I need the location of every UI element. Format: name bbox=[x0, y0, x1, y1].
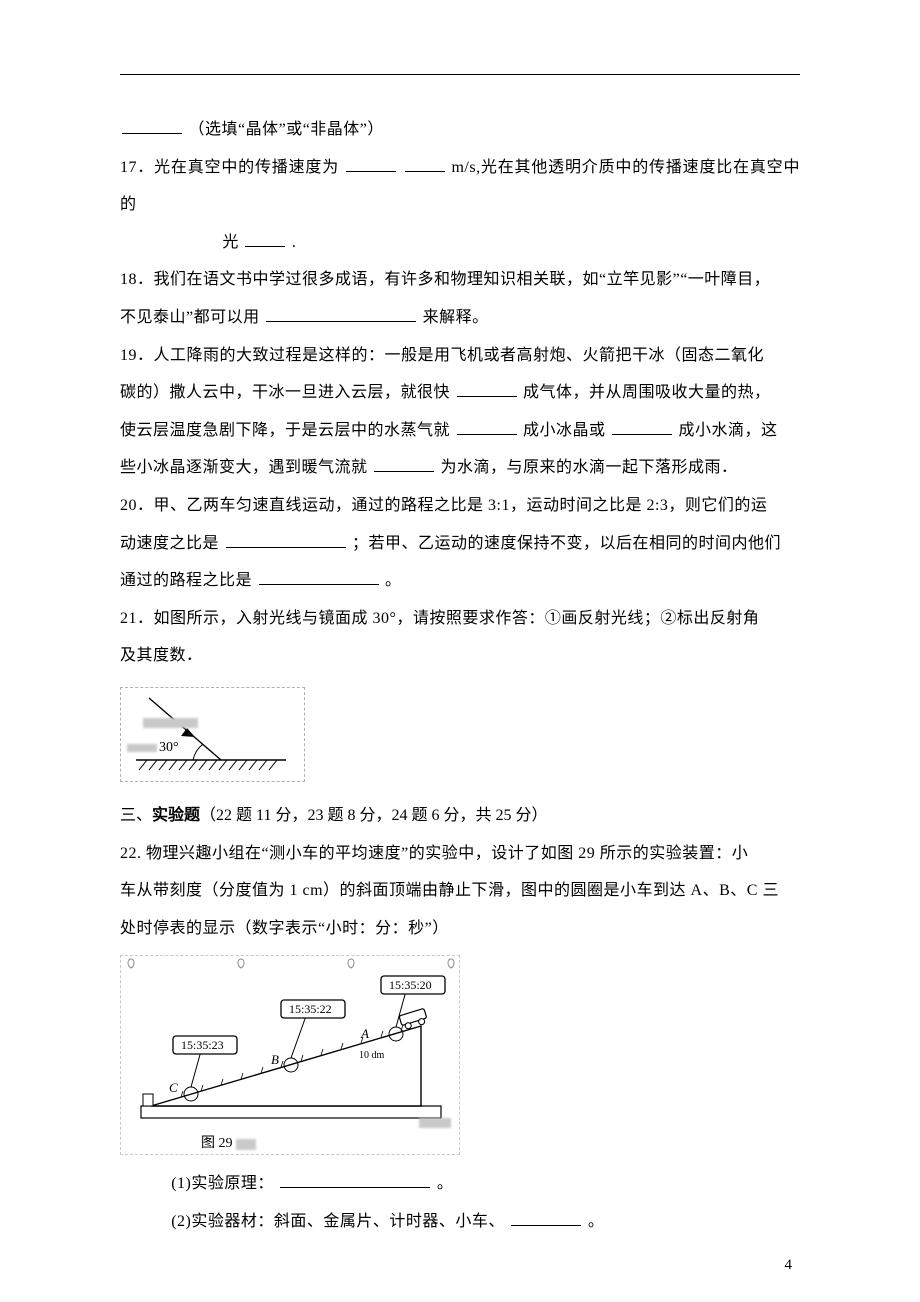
text: 通过的路程之比是 bbox=[120, 572, 252, 589]
blank bbox=[612, 418, 672, 435]
label-c: C bbox=[169, 1080, 178, 1096]
blank bbox=[122, 117, 182, 134]
text: 及其度数． bbox=[120, 647, 203, 664]
q20-line3: 通过的路程之比是 。 bbox=[120, 562, 800, 600]
q19-line4: 些小冰晶逐渐变大，遇到暖气流就 为水滴，与原来的水滴一起下落形成雨． bbox=[120, 449, 800, 487]
pixelation bbox=[236, 1139, 256, 1150]
blank bbox=[259, 568, 379, 585]
blank bbox=[405, 155, 445, 172]
q17-line1: 17．光在真空中的传播速度为 m/s,光在其他透明介质中的传播速度比在真空中的 bbox=[120, 149, 800, 224]
text: (2)实验器材：斜面、金属片、计时器、小车、 bbox=[171, 1213, 505, 1230]
angle-label: 30° bbox=[159, 740, 179, 756]
q22-line2: 车从带刻度（分度值为 1 cm）的斜面顶端由静止下滑，图中的圆圈是小车到达 A、… bbox=[120, 872, 800, 910]
blank bbox=[511, 1209, 581, 1226]
time-c: 15:35:23 bbox=[181, 1038, 224, 1053]
q16-tail: （选填“晶体”或“非晶体”） bbox=[120, 111, 800, 149]
text: 成小冰晶或 bbox=[523, 422, 606, 439]
page-number: 4 bbox=[785, 1257, 793, 1274]
time-b: 15:35:22 bbox=[289, 1002, 332, 1017]
time-a: 15:35:20 bbox=[389, 978, 432, 993]
text: 20．甲、乙两车匀速直线运动，通过的路程之比是 3:1，运动时间之比是 2:3，… bbox=[120, 497, 767, 514]
blank bbox=[457, 380, 517, 397]
q22-sub1: (1)实验原理： 。 bbox=[120, 1165, 800, 1203]
text: 碳的）撒人云中，干冰一旦进入云层，就很快 bbox=[120, 384, 450, 401]
q19-line1: 19．人工降雨的大致过程是这样的：一般是用飞机或者高射炮、火箭把干冰（固态二氧化 bbox=[120, 337, 800, 375]
blank bbox=[346, 155, 396, 172]
text: 18．我们在语文书中学过很多成语，有许多和物理知识相关联，如“立竿见影”“一叶障… bbox=[120, 271, 770, 288]
text: 。 bbox=[385, 572, 402, 589]
section-3-heading: 三、实验题（22 题 11 分，23 题 8 分，24 题 6 分，共 25 分… bbox=[120, 798, 800, 835]
pixelation bbox=[143, 718, 198, 728]
q19-line2: 碳的）撒人云中，干冰一旦进入云层，就很快 成气体，并从周围吸收大量的热， bbox=[120, 374, 800, 412]
text: 21．如图所示，入射光线与镜面成 30°，请按照要求作答：①画反射光线；②标出反… bbox=[120, 610, 759, 627]
q20-line1: 20．甲、乙两车匀速直线运动，通过的路程之比是 3:1，运动时间之比是 2:3，… bbox=[120, 487, 800, 525]
label-10dm: 10 dm bbox=[359, 1050, 384, 1061]
q18-line2: 不见泰山”都可以用 来解释。 bbox=[120, 299, 800, 337]
text: （选填“晶体”或“非晶体”） bbox=[189, 121, 384, 138]
figure-ramp: 15:35:20 15:35:22 15:35:23 A B C 10 dm 图… bbox=[120, 955, 460, 1155]
q19-line3: 使云层温度急剧下降，于是云层中的水蒸气就 成小冰晶或 成小水滴，这 bbox=[120, 412, 800, 450]
blank bbox=[280, 1171, 430, 1188]
blank bbox=[226, 531, 346, 548]
text: 。 bbox=[588, 1213, 605, 1230]
q20-line2: 动速度之比是 ；若甲、乙运动的速度保持不变，以后在相同的时间内他们 bbox=[120, 525, 800, 563]
q18-line1: 18．我们在语文书中学过很多成语，有许多和物理知识相关联，如“立竿见影”“一叶障… bbox=[120, 261, 800, 299]
text: 19．人工降雨的大致过程是这样的：一般是用飞机或者高射炮、火箭把干冰（固态二氧化 bbox=[120, 347, 764, 364]
text: 光 bbox=[222, 234, 239, 251]
pixelation bbox=[127, 744, 157, 752]
text: (1)实验原理： bbox=[171, 1175, 274, 1192]
text: 处时停表的显示（数字表示“小时：分：秒”） bbox=[120, 920, 449, 937]
text-bold: 实验题 bbox=[152, 807, 200, 824]
text: ；若甲、乙运动的速度保持不变，以后在相同的时间内他们 bbox=[352, 535, 781, 552]
q22-line1: 22. 物理兴趣小组在“测小车的平均速度”的实验中，设计了如图 29 所示的实验… bbox=[120, 835, 800, 873]
q22-sub2: (2)实验器材：斜面、金属片、计时器、小车、 。 bbox=[120, 1203, 800, 1241]
text: 三、 bbox=[120, 807, 152, 824]
text: 为水滴，与原来的水滴一起下落形成雨． bbox=[441, 459, 738, 476]
text: 。 bbox=[437, 1175, 454, 1192]
q17-line2: 光 . bbox=[120, 224, 800, 262]
label-a: A bbox=[361, 1026, 369, 1042]
text: 车从带刻度（分度值为 1 cm）的斜面顶端由静止下滑，图中的圆圈是小车到达 A、… bbox=[120, 882, 779, 899]
text: 17．光在真空中的传播速度为 bbox=[120, 159, 339, 176]
text: 不见泰山”都可以用 bbox=[120, 309, 260, 326]
text: 动速度之比是 bbox=[120, 535, 219, 552]
mirror-diagram-svg bbox=[121, 688, 304, 781]
blank bbox=[266, 305, 416, 322]
figure-mirror: 30° bbox=[120, 687, 305, 782]
text: 来解释。 bbox=[423, 309, 489, 326]
blank bbox=[374, 455, 434, 472]
text: 使云层温度急剧下降，于是云层中的水蒸气就 bbox=[120, 422, 450, 439]
text: 些小冰晶逐渐变大，遇到暖气流就 bbox=[120, 459, 368, 476]
figure-caption: 图 29 bbox=[201, 1132, 256, 1152]
blank bbox=[457, 418, 517, 435]
page: （选填“晶体”或“非晶体”） 17．光在真空中的传播速度为 m/s,光在其他透明… bbox=[0, 0, 920, 1302]
top-rule bbox=[120, 74, 800, 75]
text: . bbox=[292, 234, 297, 251]
blank bbox=[245, 230, 285, 247]
text: （22 题 11 分，23 题 8 分，24 题 6 分，共 25 分） bbox=[200, 807, 547, 824]
label-b: B bbox=[271, 1052, 279, 1068]
pixelation bbox=[419, 1118, 451, 1128]
text: 22. 物理兴趣小组在“测小车的平均速度”的实验中，设计了如图 29 所示的实验… bbox=[120, 845, 748, 862]
text: 成气体，并从周围吸收大量的热， bbox=[523, 384, 771, 401]
q21-line2: 及其度数． bbox=[120, 637, 800, 675]
q21-line1: 21．如图所示，入射光线与镜面成 30°，请按照要求作答：①画反射光线；②标出反… bbox=[120, 600, 800, 638]
text: 成小水滴，这 bbox=[679, 422, 778, 439]
text: 图 29 bbox=[201, 1136, 233, 1151]
q22-line3: 处时停表的显示（数字表示“小时：分：秒”） bbox=[120, 910, 800, 948]
